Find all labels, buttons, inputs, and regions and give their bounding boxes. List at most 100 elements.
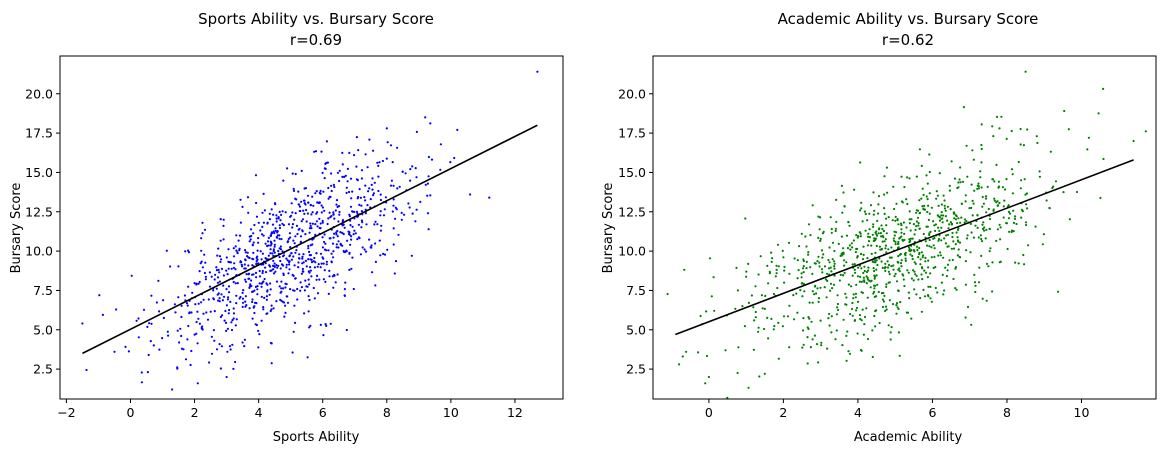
scatter-point bbox=[888, 256, 892, 259]
scatter-point bbox=[258, 282, 261, 285]
scatter-point bbox=[226, 327, 229, 330]
scatter-point bbox=[923, 269, 926, 272]
scatter-point bbox=[284, 211, 287, 214]
scatter-point bbox=[238, 234, 242, 237]
scatter-point bbox=[232, 307, 235, 310]
scatter-point bbox=[880, 235, 883, 238]
scatter-point bbox=[1012, 209, 1015, 212]
scatter-point bbox=[952, 277, 955, 281]
scatter-point bbox=[305, 208, 308, 212]
scatter-point bbox=[743, 325, 747, 328]
scatter-point bbox=[876, 283, 879, 286]
scatter-point bbox=[915, 220, 919, 223]
scatter-point bbox=[774, 275, 777, 278]
scatter-point bbox=[367, 190, 370, 193]
scatter-point bbox=[269, 248, 272, 251]
scatter-point bbox=[371, 271, 374, 274]
scatter-point bbox=[985, 211, 988, 214]
scatter-point bbox=[381, 159, 384, 163]
scatter-point bbox=[1019, 143, 1022, 146]
scatter-point bbox=[274, 227, 277, 230]
scatter-point bbox=[870, 279, 873, 282]
scatter-point bbox=[269, 234, 272, 238]
scatter-point bbox=[952, 240, 955, 243]
scatter-point bbox=[292, 330, 295, 333]
scatter-point bbox=[1011, 173, 1014, 176]
scatter-point bbox=[152, 344, 155, 347]
scatter-point bbox=[936, 291, 939, 294]
scatter-point bbox=[392, 204, 395, 207]
scatter-point bbox=[919, 296, 922, 300]
scatter-point bbox=[938, 172, 941, 175]
scatter-point bbox=[307, 247, 310, 250]
scatter-point bbox=[893, 234, 896, 237]
scatter-point bbox=[311, 195, 314, 198]
scatter-point bbox=[385, 127, 388, 130]
scatter-point bbox=[263, 296, 266, 299]
scatter-point bbox=[392, 243, 395, 246]
scatter-point bbox=[685, 350, 688, 353]
scatter-point bbox=[346, 239, 349, 242]
scatter-point bbox=[456, 128, 459, 131]
scatter-point bbox=[845, 234, 849, 237]
scatter-point bbox=[308, 283, 311, 286]
scatter-point bbox=[235, 234, 238, 237]
scatter-point bbox=[315, 190, 318, 193]
scatter-point bbox=[318, 278, 321, 281]
scatter-point bbox=[758, 375, 761, 378]
scatter-point bbox=[272, 230, 275, 233]
scatter-point bbox=[366, 166, 369, 169]
scatter-point bbox=[228, 308, 231, 312]
scatter-point bbox=[900, 222, 903, 225]
scatter-point bbox=[818, 261, 821, 264]
scatter-point bbox=[796, 311, 799, 314]
scatter-point bbox=[894, 240, 897, 243]
scatter-point bbox=[277, 264, 280, 267]
scatter-point bbox=[411, 165, 414, 168]
scatter-point bbox=[378, 161, 381, 164]
scatter-point bbox=[394, 260, 398, 263]
scatter-point bbox=[1014, 261, 1017, 264]
scatter-point bbox=[872, 191, 875, 194]
scatter-point bbox=[188, 311, 191, 314]
scatter-point bbox=[234, 282, 237, 285]
scatter-point bbox=[299, 281, 302, 284]
scatter-point bbox=[940, 239, 943, 242]
scatter-point bbox=[197, 302, 200, 305]
scatter-point bbox=[244, 278, 247, 281]
scatter-point bbox=[314, 150, 318, 153]
scatter-point bbox=[344, 281, 347, 284]
scatter-point bbox=[871, 233, 874, 236]
scatter-point bbox=[861, 220, 864, 223]
scatter-point bbox=[321, 206, 324, 209]
scatter-point bbox=[243, 338, 246, 341]
scatter-point bbox=[944, 242, 948, 245]
scatter-point bbox=[820, 268, 824, 271]
scatter-point bbox=[834, 338, 837, 341]
scatter-point bbox=[913, 288, 916, 291]
scatter-point bbox=[830, 231, 833, 234]
y-tick-label: 17.5 bbox=[618, 126, 646, 141]
scatter-point bbox=[329, 195, 332, 198]
scatter-point bbox=[817, 300, 820, 303]
scatter-point bbox=[1048, 207, 1051, 210]
scatter-point bbox=[987, 207, 990, 211]
scatter-point bbox=[900, 175, 903, 178]
scatter-point bbox=[924, 260, 927, 263]
scatter-point bbox=[204, 275, 207, 278]
scatter-point bbox=[275, 217, 278, 220]
x-tick-label: −2 bbox=[57, 405, 75, 420]
scatter-point bbox=[292, 189, 296, 192]
scatter-point bbox=[826, 279, 829, 282]
scatter-point bbox=[772, 328, 775, 331]
scatter-point bbox=[977, 236, 980, 239]
scatter-point bbox=[976, 187, 979, 190]
scatter-point bbox=[919, 263, 922, 266]
scatter-point bbox=[839, 273, 842, 276]
scatter-point bbox=[308, 254, 311, 257]
scatter-point bbox=[323, 240, 326, 244]
scatter-point bbox=[999, 226, 1002, 229]
scatter-point bbox=[199, 262, 202, 265]
scatter-point bbox=[989, 247, 992, 250]
scatter-point bbox=[885, 308, 888, 311]
